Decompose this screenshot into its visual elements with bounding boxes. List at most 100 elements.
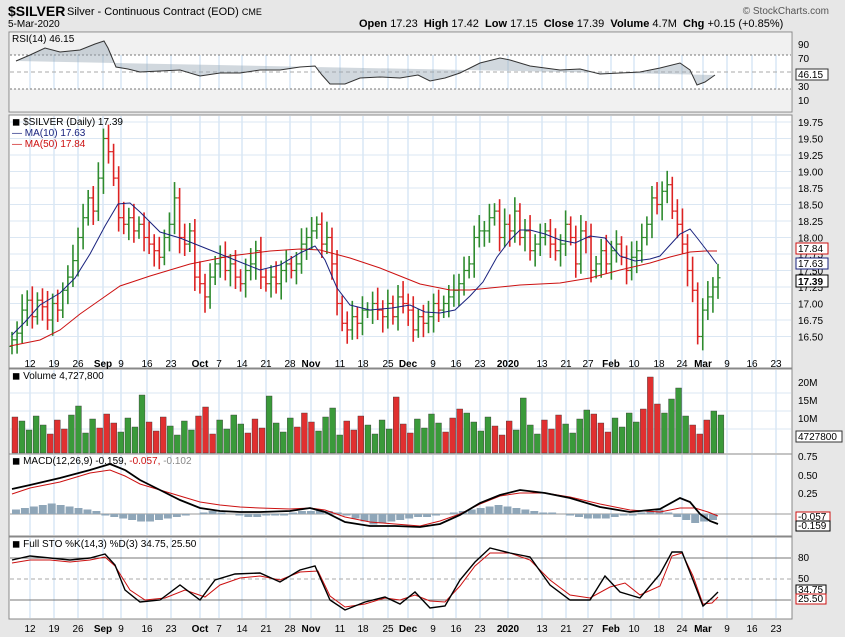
ohlc-bar [197, 261, 203, 294]
price-legend-title: ◼ $SILVER (Daily) 17.39 [12, 117, 123, 128]
date-label: Nov [302, 624, 321, 635]
macd-histogram-bar [592, 514, 601, 519]
date-label: 12 [24, 359, 36, 370]
volume-bar [576, 418, 583, 454]
volume-bar [216, 419, 223, 454]
ohlc-bar [344, 311, 350, 344]
macd-histogram-bar [449, 512, 458, 514]
ohlc-bar [674, 199, 680, 239]
macd-tick-050: 0.50 [798, 471, 818, 482]
date-label: Dec [399, 624, 418, 635]
macd-histogram-bar [637, 512, 646, 514]
ohlc-bar [258, 236, 264, 289]
volume-bar [527, 424, 534, 454]
date-label: 19 [48, 624, 60, 635]
volume-bar [195, 415, 202, 454]
ohlc-bar [634, 240, 640, 274]
macd-histogram-bar [217, 512, 226, 514]
macd-tick-075: 0.75 [798, 452, 818, 463]
copyright-link[interactable]: © StockCharts.com [742, 6, 829, 17]
volume-bar [280, 431, 287, 454]
volume-bar [393, 396, 400, 454]
macd-histogram-bar [154, 514, 163, 520]
ohlc-bar [278, 260, 284, 300]
date-label: 2020 [497, 624, 520, 635]
price-tick: 18.50 [798, 201, 823, 212]
volume-bar [265, 395, 273, 454]
volume-bar [350, 429, 357, 454]
date-label: 16 [746, 359, 758, 370]
macd-histogram-bar [12, 509, 20, 514]
ohlc-bar [629, 241, 635, 281]
ohlc-bar [537, 223, 543, 256]
symbol-description: Silver - Continuous Contract (EOD) CME [67, 6, 262, 18]
macd-histogram-bar [673, 514, 682, 517]
macd-histogram-bar [74, 508, 83, 514]
sto-k-line [11, 547, 719, 611]
price-tick: 18.75 [798, 184, 823, 195]
macd-histogram-bar [548, 512, 557, 514]
ohlc-bar [375, 287, 381, 320]
ohlc-bar [481, 221, 487, 247]
volume-bar [54, 419, 61, 454]
volume-bar [32, 415, 40, 454]
volume-bar [703, 419, 710, 454]
sto-label: ◼ Full STO %K(14,3) %D(3) 34.75, 25.50 [12, 539, 197, 550]
volume-bar [138, 394, 146, 454]
volume-bar [597, 422, 605, 454]
ohlc-bar [715, 263, 721, 299]
symbol-title: $SILVER [8, 3, 66, 19]
volume-bar [513, 429, 520, 454]
date-label: 13 [536, 359, 548, 370]
ohlc-bar [593, 255, 599, 279]
ohlc-bar [486, 203, 492, 243]
date-label: 19 [48, 359, 60, 370]
ohlc-bar [126, 207, 132, 241]
ohlc-bar [166, 212, 172, 252]
macd-histogram-bar [539, 512, 548, 514]
macd-histogram-bar [315, 509, 324, 514]
macd-histogram-bar [619, 514, 628, 516]
volume-bar [152, 430, 160, 454]
volume-bar [421, 427, 428, 454]
ohlc-bar [212, 255, 218, 286]
ohlc-bar [349, 300, 355, 340]
ohlc-bar [669, 176, 675, 220]
macd-histogram-bar [709, 514, 717, 520]
macd-histogram-bar [583, 514, 592, 519]
volume-bar [484, 416, 492, 454]
volume-bar [491, 425, 499, 454]
date-label: 9 [430, 624, 436, 635]
macd-histogram-bar [396, 514, 405, 520]
ohlc-bar [50, 293, 56, 336]
ohlc-bar [563, 210, 569, 256]
price-tick: 16.50 [798, 333, 823, 344]
ohlc-bar [95, 162, 101, 221]
rsi-line [15, 40, 716, 86]
volume-bar [329, 407, 336, 454]
volume-bar [661, 412, 668, 454]
volume-bar [583, 409, 590, 454]
ohlc-bar [85, 189, 91, 226]
ohlc-bar [238, 269, 244, 292]
ohlc-bar [192, 219, 198, 291]
price-panel [8, 114, 793, 369]
sto-panel [8, 536, 793, 620]
volume-bar [675, 387, 682, 454]
macd-histogram-bar [280, 514, 289, 516]
volume-bar [626, 412, 633, 454]
ohlc-bar [497, 199, 503, 252]
price-tick: 19.75 [798, 118, 823, 129]
chart-header: $SILVER Silver - Continuous Contract (EO… [0, 0, 845, 32]
date-label: 9 [724, 359, 730, 370]
ohlc-bar [532, 234, 538, 267]
volume-bar [371, 433, 379, 454]
rsi-overbought-zone [10, 33, 791, 55]
ohlc-bar [603, 234, 609, 274]
date-label: Sep [94, 359, 112, 370]
macd-histogram-bar [342, 514, 351, 516]
volume-bar [541, 419, 548, 454]
ma50-value-badge [795, 242, 829, 255]
volume-bar [40, 424, 47, 454]
